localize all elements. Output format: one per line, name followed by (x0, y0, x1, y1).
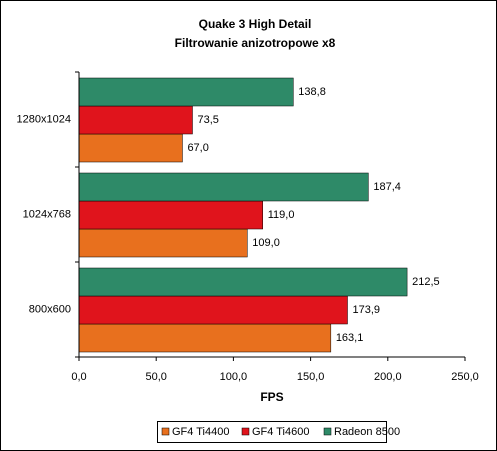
legend-swatch (323, 427, 332, 436)
value-label: 173,9 (353, 304, 381, 316)
bar (78, 77, 294, 107)
bar (78, 295, 348, 325)
bar (78, 172, 369, 202)
bar (78, 267, 408, 297)
y-tick-label: 1024x768 (23, 208, 71, 220)
x-tick-label: 0,0 (71, 371, 86, 383)
x-tick-label: 150,0 (297, 371, 325, 383)
bar (78, 200, 263, 230)
bar (78, 133, 183, 163)
bar (78, 323, 332, 353)
x-tick-label: 200,0 (374, 371, 402, 383)
bar (78, 228, 248, 258)
value-label: 138,8 (298, 86, 326, 98)
x-tick-label: 50,0 (145, 371, 166, 383)
value-label: 67,0 (187, 142, 208, 154)
value-label: 73,5 (197, 114, 218, 126)
chart-subtitle: Filtrowanie anizotropowe x8 (175, 36, 336, 50)
value-label: 187,4 (373, 181, 401, 193)
legend-box (157, 421, 387, 443)
y-tick-label: 800x600 (29, 303, 71, 315)
legend-label: Radeon 8500 (334, 426, 400, 438)
x-tick-label: 250,0 (451, 371, 479, 383)
value-label: 212,5 (412, 276, 440, 288)
legend-label: GF4 Ti4400 (172, 426, 229, 438)
legend-swatch (161, 427, 170, 436)
value-label: 163,1 (336, 332, 364, 344)
y-tick-label: 1280x1024 (17, 113, 71, 125)
x-tick-label: 100,0 (220, 371, 248, 383)
legend-swatch (241, 427, 250, 436)
x-axis-label: FPS (260, 390, 283, 404)
value-label: 109,0 (252, 237, 280, 249)
legend-label: GF4 Ti4600 (252, 426, 309, 438)
bar (78, 105, 193, 135)
value-label: 119,0 (268, 209, 295, 221)
chart-title: Quake 3 High Detail (199, 17, 312, 31)
